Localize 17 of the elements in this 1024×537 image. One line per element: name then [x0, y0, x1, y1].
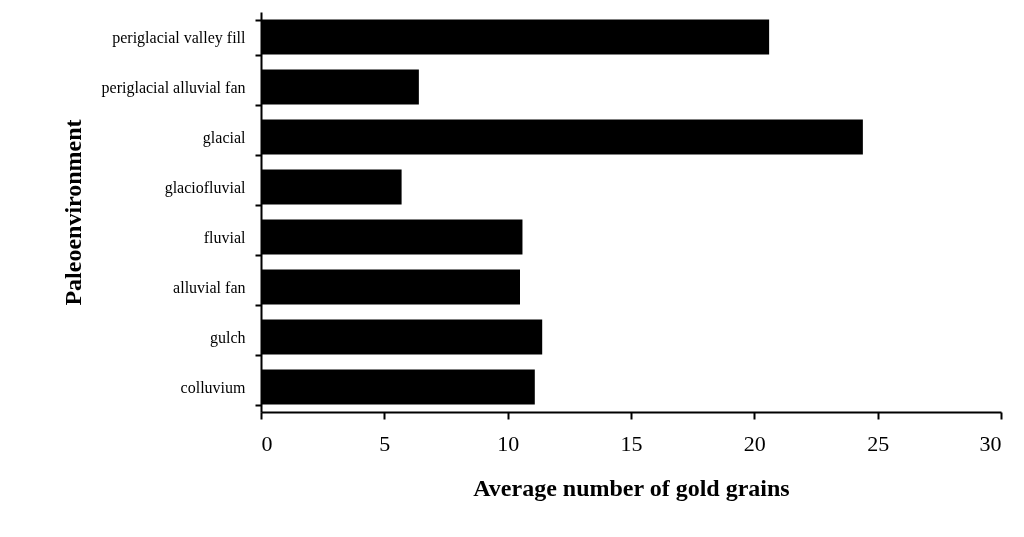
y-tick-label: alluvial fan — [173, 278, 246, 296]
x-tick-label: 0 — [261, 430, 273, 456]
x-tick-label: 25 — [867, 430, 890, 456]
x-tick-label: 20 — [743, 430, 766, 456]
x-tick-label: 5 — [379, 430, 391, 456]
x-axis-title: Average number of gold grains — [473, 474, 790, 501]
y-tick-label: colluvium — [180, 378, 247, 396]
y-axis-title: Paleoenvironment — [59, 119, 86, 306]
y-tick-label: periglacial valley fill — [112, 28, 247, 47]
x-tick-label: 30 — [979, 430, 1002, 456]
y-tick-label: periglacial alluvial fan — [101, 78, 246, 97]
y-tick-label: glacial — [202, 128, 247, 147]
x-tick-label: 10 — [497, 430, 520, 456]
y-tick-label: fluvial — [203, 228, 247, 246]
y-tick-label: gulch — [209, 328, 246, 347]
x-tick-label: 15 — [620, 430, 643, 456]
y-tick-label: glaciofluvial — [164, 178, 247, 197]
